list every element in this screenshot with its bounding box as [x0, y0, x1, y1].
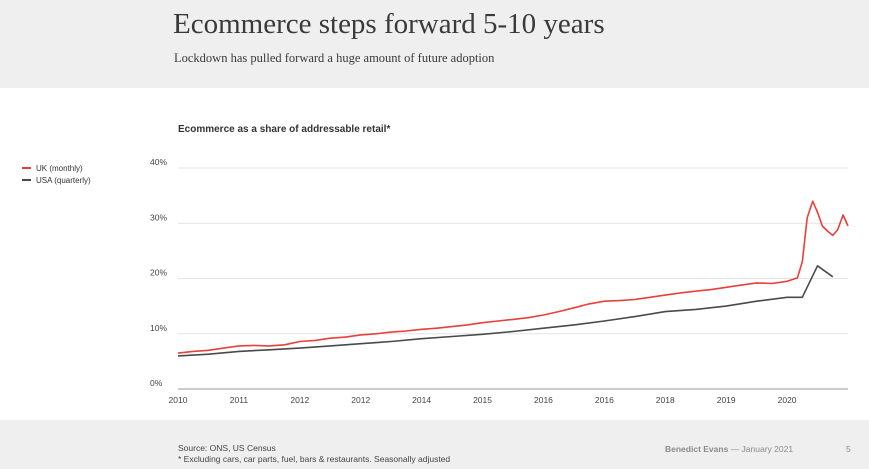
series-line-usa	[177, 265, 834, 357]
x-tick-label: 2019	[717, 395, 736, 405]
gridlines	[178, 167, 848, 390]
x-tick-label: 2012	[351, 395, 370, 405]
x-tick-label: 2020	[778, 395, 797, 405]
x-tick-label: 2010	[169, 395, 188, 405]
x-tick-label: 2015	[473, 395, 492, 405]
footnote-line: * Excluding cars, car parts, fuel, bars …	[178, 454, 451, 464]
x-tick-label: 2011	[230, 395, 249, 405]
x-axis-ticks: 2010 2011 2012 2012 2014 2015 2016 2016 2018 2019…	[169, 395, 797, 405]
y-tick-label: 20%	[150, 268, 167, 278]
x-tick-label: 2014	[412, 395, 431, 405]
legend-label-usa: USA (quarterly)	[36, 176, 91, 185]
y-tick-label: 10%	[150, 323, 167, 333]
slide-subtitle: Lockdown has pulled forward a huge amoun…	[174, 51, 495, 65]
x-tick-label: 2016	[534, 395, 553, 405]
x-tick-label: 2016	[595, 395, 614, 405]
source-line: Source: ONS, US Census	[178, 443, 276, 453]
series-line-uk	[177, 200, 849, 354]
x-tick-label: 2012	[290, 395, 309, 405]
y-tick-label: 0%	[150, 378, 163, 388]
legend-item-uk: UK (monthly)	[22, 164, 83, 173]
footer-banner	[0, 420, 869, 469]
title-banner: Ecommerce steps forward 5-10 years Lockd…	[0, 0, 869, 88]
slide-title: Ecommerce steps forward 5-10 years	[173, 8, 605, 40]
series-lines	[177, 200, 849, 357]
legend-item-usa: USA (quarterly)	[22, 176, 91, 185]
y-axis-ticks: 0% 10% 20% 30% 40%	[150, 157, 167, 388]
chart-title: Ecommerce as a share of addressable reta…	[178, 124, 390, 135]
y-tick-label: 30%	[150, 212, 167, 222]
source-note: Source: ONS, US Census * Excluding cars,…	[178, 443, 450, 465]
page-number: 5	[846, 444, 851, 454]
author-name: Benedict Evans	[665, 444, 729, 454]
credit: Benedict Evans — January 2021	[665, 444, 793, 454]
legend-label-uk: UK (monthly)	[36, 164, 83, 173]
legend: UK (monthly) USA (quarterly)	[22, 164, 91, 185]
credit-date: — January 2021	[730, 444, 794, 454]
chart: Ecommerce as a share of addressable reta…	[22, 124, 849, 405]
y-tick-label: 40%	[150, 157, 167, 167]
x-tick-label: 2018	[656, 395, 675, 405]
